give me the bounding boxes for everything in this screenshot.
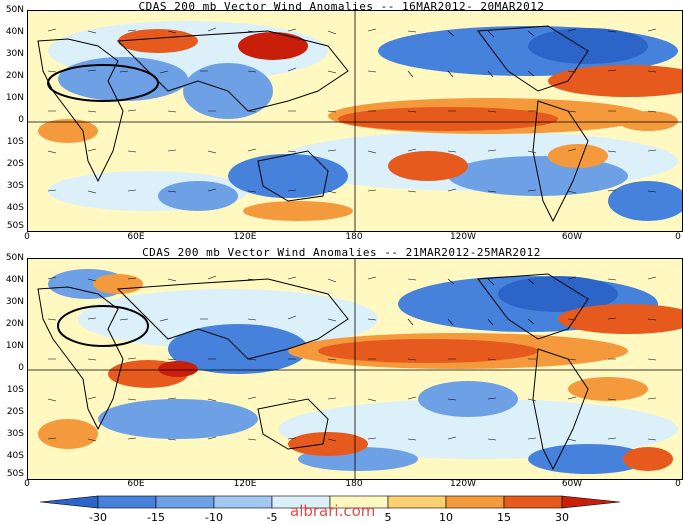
colorbar-label: 15 [497, 511, 511, 524]
lat-label: 50N [5, 253, 24, 263]
lon-label: 180 [345, 232, 363, 242]
lat-label: 40N [5, 27, 24, 37]
lat-label: 10S [6, 137, 24, 147]
colorbar-swatch [503, 495, 563, 509]
lon-label: 120E [233, 232, 257, 242]
colorbar-label: -30 [89, 511, 107, 524]
colorbar-swatch [387, 495, 447, 509]
colorbar-swatch [561, 495, 621, 509]
lon-label: 180 [345, 479, 363, 489]
colorbar-swatch [97, 495, 157, 509]
colorbar-label: 5 [384, 511, 392, 524]
lat-label: 40S [6, 451, 24, 461]
colorbar-swatch [39, 495, 99, 509]
lon-label: 0 [675, 232, 681, 242]
lon-label: 0 [675, 479, 681, 489]
lat-label: 20N [5, 319, 24, 329]
lat-label: 50S [6, 221, 24, 231]
lon-label: 0 [24, 232, 30, 242]
lat-label: 40N [5, 275, 24, 285]
panel-2-title: CDAS 200 mb Vector Wind Anomalies -- 21M… [142, 246, 541, 259]
lat-label: 20S [6, 159, 24, 169]
colorbar-label: 10 [439, 511, 453, 524]
lat-label: 30N [5, 297, 24, 307]
colorbar-swatch [445, 495, 505, 509]
lat-label: 10S [6, 385, 24, 395]
lat-label: 10N [5, 341, 24, 351]
lon-label: 60W [561, 232, 583, 242]
colorbar-label: -15 [147, 511, 165, 524]
colorbar [39, 495, 621, 509]
watermark: albrari.com [290, 502, 376, 520]
panel-2-map [27, 258, 683, 480]
panel-1-title: CDAS 200 mb Vector Wind Anomalies -- 16M… [138, 0, 545, 13]
lat-label: 10N [5, 93, 24, 103]
lon-label: 120W [449, 479, 477, 489]
colorbar-swatch [213, 495, 273, 509]
colorbar-label: -10 [205, 511, 223, 524]
lon-label: 60W [561, 479, 583, 489]
lat-label: 40S [6, 203, 24, 213]
lon-label: 60E [127, 232, 145, 242]
lat-label: 0 [18, 115, 24, 125]
lat-label: 30S [6, 429, 24, 439]
colorbar-label: 30 [555, 511, 569, 524]
colorbar-label: -5 [266, 511, 278, 524]
lat-label: 20N [5, 71, 24, 81]
panel-1-map [27, 10, 683, 232]
lat-label: 30N [5, 49, 24, 59]
lon-label: 0 [24, 479, 30, 489]
lon-label: 120W [449, 232, 477, 242]
lat-label: 50N [5, 5, 24, 15]
lon-label: 120E [233, 479, 257, 489]
lat-label: 20S [6, 407, 24, 417]
colorbar-swatch [155, 495, 215, 509]
lat-label: 0 [18, 363, 24, 373]
lon-label: 60E [127, 479, 145, 489]
lat-label: 50S [6, 469, 24, 479]
lat-label: 30S [6, 181, 24, 191]
